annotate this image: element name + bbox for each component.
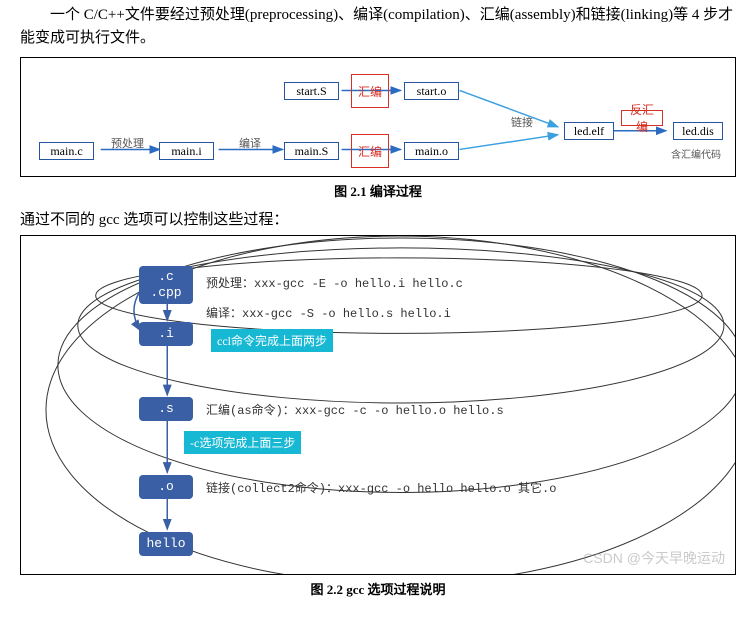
node-main-i: main.i [159, 142, 214, 160]
sub-intro: 通过不同的 gcc 选项可以控制这些过程： [0, 206, 756, 231]
node-main-big-s: main.S [284, 142, 339, 160]
cyan-ccl: ccl命令完成上面两步 [211, 329, 333, 352]
note-asm-code: 含汇编代码 [671, 146, 721, 161]
node-main-c: main.c [39, 142, 94, 160]
txt-assemble: 汇编(as命令)：xxx-gcc -c -o hello.o hello.s [206, 401, 504, 418]
txt-compile: 编译：xxx-gcc -S -o hello.s hello.i [206, 304, 451, 321]
stage-o: .o [139, 475, 193, 499]
red-disasm: 反汇编 [621, 110, 663, 126]
txt-link: 链接(collect2命令)：xxx-gcc -o hello hello.o … [206, 479, 556, 496]
txt-preprocess: 预处理：xxx-gcc -E -o hello.i hello.c [206, 274, 463, 291]
stage-s: .s [139, 397, 193, 421]
stage-hello: hello [139, 532, 193, 556]
node-start-o: start.o [404, 82, 459, 100]
label-link: 链接 [511, 114, 533, 130]
stage-c-cpp: .c .cpp [139, 266, 193, 304]
red-asm-2: 汇编 [351, 134, 389, 168]
fig22-caption: 图 2.2 gcc 选项过程说明 [0, 579, 756, 598]
cyan-dash-c: -c选项完成上面三步 [184, 431, 301, 454]
node-led-dis: led.dis [673, 122, 723, 140]
figure-2-2: .c .cpp .i .s .o hello 预处理：xxx-gcc -E -o… [20, 235, 736, 575]
watermark: CSDN @今天早晚运动 [583, 548, 725, 568]
fig21-caption: 图 2.1 编译过程 [0, 181, 756, 200]
node-led-elf: led.elf [564, 122, 614, 140]
stage-i: .i [139, 322, 193, 346]
label-compile: 编译 [239, 135, 261, 151]
label-preprocess: 预处理 [111, 135, 144, 151]
node-start-s: start.S [284, 82, 339, 100]
node-main-o: main.o [404, 142, 459, 160]
red-asm-1: 汇编 [351, 74, 389, 108]
intro-text: 一个 C/C++文件要经过预处理(preprocessing)、编译(compi… [20, 4, 736, 49]
intro-paragraph: 一个 C/C++文件要经过预处理(preprocessing)、编译(compi… [0, 0, 756, 53]
figure-2-1: main.c 预处理 main.i 编译 main.S 汇编 main.o st… [20, 57, 736, 177]
